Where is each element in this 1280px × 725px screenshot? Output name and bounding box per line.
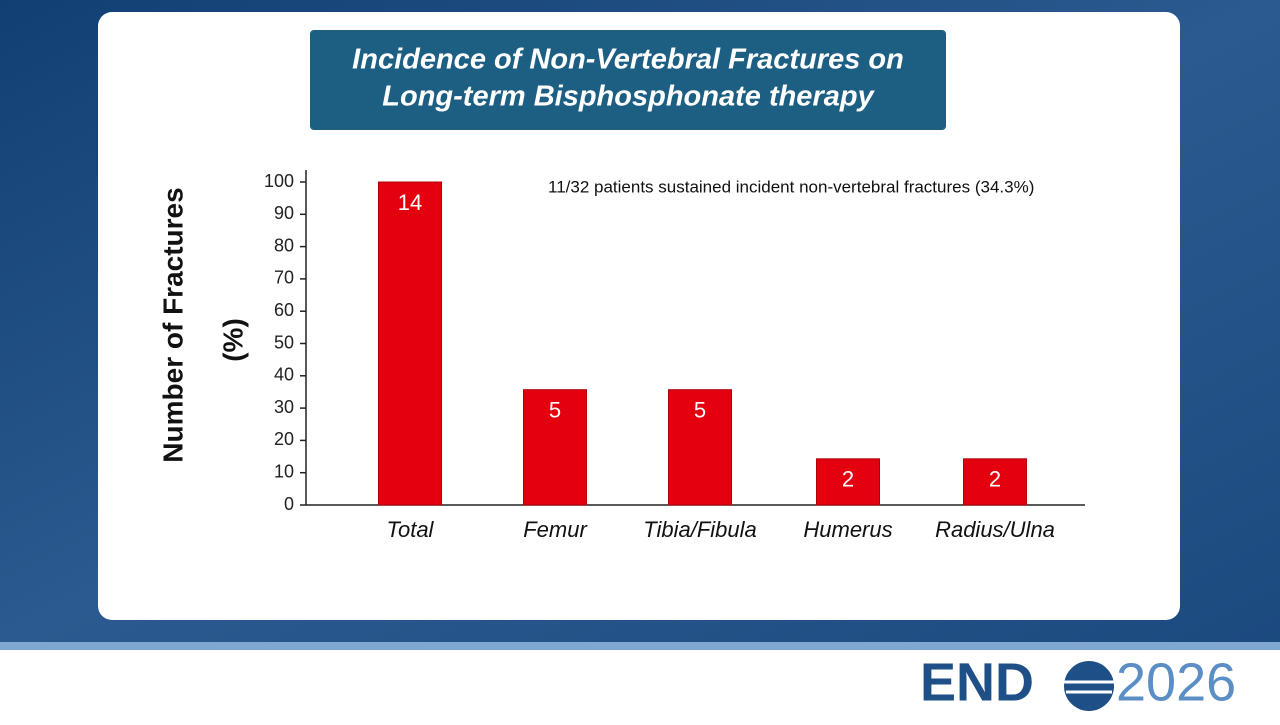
chart-title: Incidence of Non-Vertebral Fractures on bbox=[352, 44, 904, 76]
x-tick-label: Humerus bbox=[803, 517, 892, 542]
y-tick-label: 0 bbox=[284, 494, 294, 514]
logo-globe bbox=[1064, 661, 1114, 711]
y-tick-label: 40 bbox=[274, 365, 294, 385]
x-tick-label: Tibia/Fibula bbox=[643, 517, 757, 542]
logo-text: 2026 bbox=[1116, 652, 1236, 712]
y-tick-label: 50 bbox=[274, 332, 294, 352]
x-tick-label: Total bbox=[387, 517, 435, 542]
bar-count-label: 14 bbox=[398, 190, 422, 215]
annotation: 11/32 patients sustained incident non-ve… bbox=[548, 177, 1034, 196]
footer-strip bbox=[0, 642, 1280, 650]
bar bbox=[816, 458, 880, 506]
y-tick-label: 100 bbox=[264, 171, 294, 191]
y-axis-label: (%) bbox=[217, 318, 248, 362]
x-tick-label: Radius/Ulna bbox=[935, 517, 1055, 542]
title-box bbox=[310, 30, 946, 130]
chart-title: Long-term Bisphosphonate therapy bbox=[382, 81, 875, 113]
logo-globe-lines bbox=[1064, 680, 1114, 694]
bar-count-label: 2 bbox=[842, 467, 854, 492]
bar bbox=[523, 389, 587, 506]
bar-count-label: 5 bbox=[549, 398, 561, 423]
y-tick-label: 30 bbox=[274, 397, 294, 417]
bar-count-label: 2 bbox=[989, 467, 1001, 492]
y-axis-label: Number of Fractures bbox=[157, 187, 188, 462]
y-tick-label: 90 bbox=[274, 203, 294, 223]
logo-text: END bbox=[920, 652, 1034, 712]
bar bbox=[378, 181, 442, 506]
bar bbox=[963, 458, 1027, 506]
y-tick-label: 10 bbox=[274, 461, 294, 481]
y-tick-label: 20 bbox=[274, 429, 294, 449]
y-tick-label: 80 bbox=[274, 235, 294, 255]
card bbox=[98, 12, 1180, 620]
y-tick-label: 60 bbox=[274, 300, 294, 320]
x-tick-label: Femur bbox=[523, 517, 588, 542]
bar-count-label: 5 bbox=[694, 398, 706, 423]
bar bbox=[668, 389, 732, 506]
y-tick-label: 70 bbox=[274, 268, 294, 288]
